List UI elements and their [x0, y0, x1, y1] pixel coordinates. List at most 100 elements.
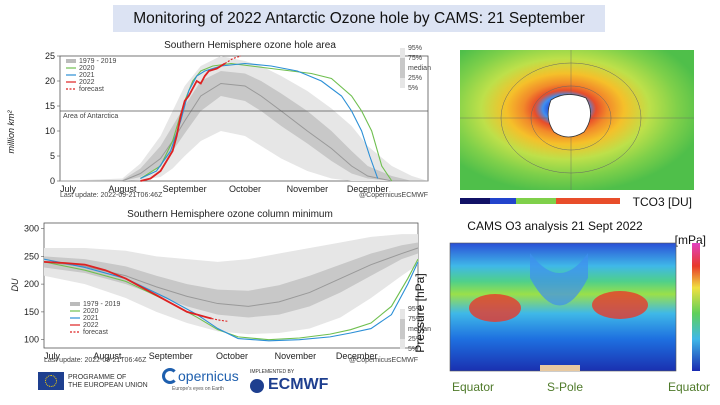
colorbar: [692, 243, 700, 371]
y-tick-label: 250: [24, 251, 39, 261]
legend-entry: 2020: [79, 65, 95, 72]
legend-entry: 2021: [83, 315, 99, 322]
x-tick-label: August: [108, 184, 137, 194]
plot-frame: [43, 222, 419, 349]
band-legend: 95% 75% median 25% 5%: [400, 45, 431, 92]
y-tick-label: 150: [24, 307, 39, 317]
x-ticks: July August September October November Decemb…: [44, 351, 377, 361]
series-2020: [43, 258, 419, 341]
x-tick-label: September: [163, 184, 207, 194]
band-legend-entry: 75%: [408, 55, 422, 62]
y-tick-label: 10: [45, 126, 55, 136]
band-legend-entry: 25%: [408, 75, 422, 82]
x-ticks: July August September October November Decemb…: [60, 184, 388, 194]
x-tick-label: November: [275, 351, 317, 361]
x-label-equator-left: Equator: [452, 380, 494, 394]
colorbar-unit: [mPa]: [675, 233, 706, 247]
copernicus-logo-icon: [162, 368, 178, 384]
band-legend: 95% 75% median 25% 5%: [400, 306, 431, 353]
legend-entry: 1979 - 2019: [79, 58, 116, 65]
eu-stars-icon: [45, 375, 57, 387]
legend-entry: 2022: [79, 79, 95, 86]
low-ozone-region: [530, 253, 588, 306]
pressure-axis-label: Pressure [hPa]: [413, 273, 427, 352]
terrain: [540, 365, 580, 371]
copernicus-sub: Europe's eyes on Earth: [172, 386, 224, 392]
reference-line-label: Area of Antarctica: [63, 113, 118, 120]
band-legend-entry: 95%: [408, 45, 422, 52]
cross-section-title: CAMS O3 analysis 21 Sept 2022: [467, 219, 643, 233]
percentile-bands: [43, 234, 419, 335]
x-tick-label: August: [93, 351, 122, 361]
x-tick-label: November: [287, 184, 329, 194]
band-5-95: [44, 234, 418, 335]
x-tick-label: December: [347, 184, 389, 194]
eu-label-line1: PROGRAMME OF: [68, 374, 127, 381]
x-tick-label: July: [60, 184, 77, 194]
band-legend-entry: 25%: [408, 336, 422, 343]
legend-entry: 1979 - 2019: [83, 301, 120, 308]
band-legend-entry: 75%: [408, 316, 422, 323]
series-forecast: [211, 318, 229, 322]
copernicus-logo-text: opernicus: [178, 368, 239, 384]
y-ticks: 0 5 10 15 20 25: [45, 51, 60, 186]
eu-label-line2: THE EUROPEAN UNION: [68, 382, 148, 389]
x-label-equator-right: Equator: [668, 380, 710, 394]
median-line: [60, 82, 428, 182]
chart-title: Southern Hemisphere ozone hole area: [164, 40, 336, 51]
band-25-75: [60, 71, 428, 181]
eu-flag: [38, 372, 64, 390]
y-tick-label: 100: [24, 335, 39, 345]
y-tick-label: 20: [45, 76, 55, 86]
series-lines: [140, 55, 393, 182]
band-legend-entry: median: [408, 326, 431, 333]
ozone-map: TCO3 [DU]: [460, 50, 694, 209]
ecmwf-logo-text: ECMWF: [268, 376, 329, 393]
band-legend-entry: 95%: [408, 306, 422, 313]
implemented-by: IMPLEMENTED BY: [250, 369, 295, 375]
page-title-box: Monitoring of 2022 Antarctic Ozone hole …: [113, 5, 605, 32]
ozone-column-minimum-chart: Southern Hemisphere ozone column minimum…: [10, 209, 431, 364]
legend-entry: forecast: [79, 86, 104, 93]
ozone-hole-area-chart: Southern Hemisphere ozone hole area mill…: [6, 40, 431, 199]
legend-entry: 2021: [79, 72, 95, 79]
median-line: [43, 247, 419, 307]
legend-entry: 2020: [83, 308, 99, 315]
y-tick-label: 0: [50, 176, 55, 186]
series-lines: [43, 258, 419, 342]
y-axis-label: million km²: [6, 110, 16, 154]
ozone-cross-section: CAMS O3 analysis 21 Sept 2022 [mPa] Pres…: [413, 219, 710, 394]
y-tick-label: 15: [45, 101, 55, 111]
colorbar-segment: [516, 198, 556, 204]
percentile-bands: [60, 56, 428, 182]
series-2022: [43, 260, 212, 320]
x-tick-label: December: [336, 351, 378, 361]
ecmwf-logo-icon: [250, 379, 264, 393]
high-ozone-region: [469, 294, 521, 322]
band-legend-entry: 5%: [408, 85, 418, 92]
credit: @CopernicusECMWF: [359, 192, 428, 199]
band-swatch-inner: [400, 58, 405, 78]
x-tick-label: July: [44, 351, 61, 361]
y-tick-label: 300: [24, 224, 39, 234]
last-update: Last update: 2022-09-21T06:46Z: [44, 357, 147, 364]
map-label: TCO3 [DU]: [633, 195, 692, 209]
legend-entry: forecast: [83, 329, 108, 336]
band-legend-entry: 5%: [408, 346, 418, 353]
last-update: Last update: 2022-09-21T06:46Z: [60, 192, 163, 199]
band-legend-entry: median: [408, 65, 431, 72]
colorbar-segment: [460, 198, 490, 204]
legend-entry: 2022: [83, 322, 99, 329]
band-25-75: [44, 242, 418, 318]
y-tick-label: 25: [45, 51, 55, 61]
x-tick-label: October: [216, 351, 248, 361]
high-ozone-region: [592, 291, 648, 319]
colorbar-segment: [556, 198, 620, 204]
plot-frame: [59, 55, 429, 182]
y-tick-label: 5: [50, 151, 55, 161]
series-2022: [140, 62, 226, 182]
chart-title: Southern Hemisphere ozone column minimum: [127, 209, 333, 220]
y-ticks: 100 150 200 250 300: [24, 224, 44, 345]
